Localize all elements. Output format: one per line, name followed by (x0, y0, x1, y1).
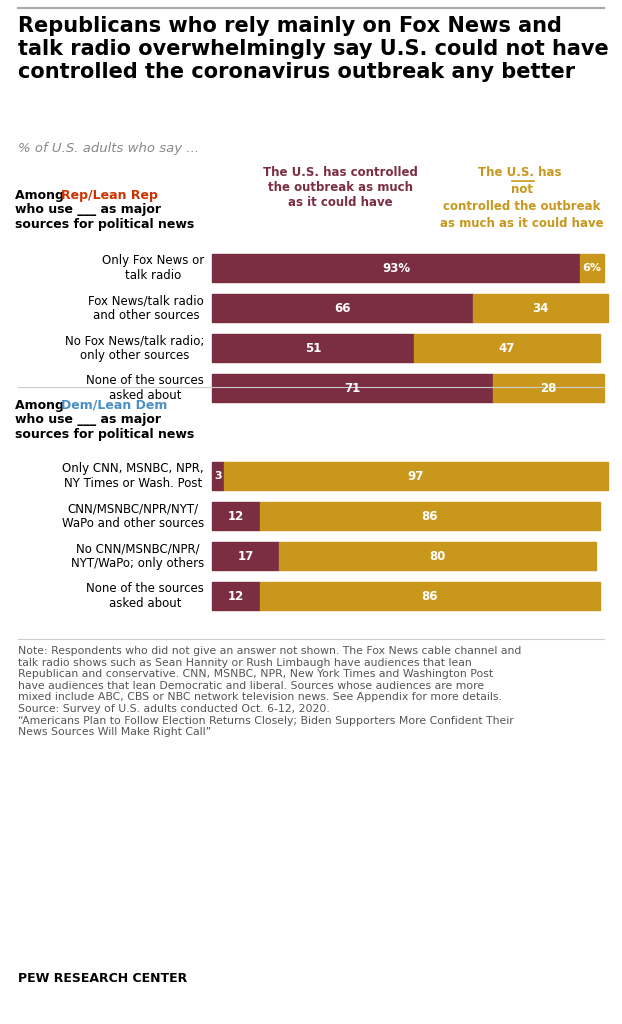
Bar (493, 374, 604, 402)
Text: Only CNN, MSNBC, NPR,
NY Times or Wash. Post: Only CNN, MSNBC, NPR, NY Times or Wash. … (62, 462, 204, 490)
Text: 3: 3 (214, 471, 222, 481)
Bar (580, 254, 604, 282)
Text: 12: 12 (228, 510, 244, 522)
Text: Among: Among (15, 399, 68, 412)
Text: Republicans who rely mainly on Fox News and
talk radio overwhelmingly say U.S. c: Republicans who rely mainly on Fox News … (18, 16, 609, 82)
Text: 93%: 93% (382, 261, 410, 274)
Text: 12: 12 (228, 590, 244, 602)
Bar (259, 502, 600, 530)
Text: 66: 66 (335, 301, 351, 314)
Text: 6%: 6% (583, 263, 601, 273)
Bar (259, 582, 600, 610)
Text: Fox News/talk radio
and other sources: Fox News/talk radio and other sources (88, 294, 204, 322)
Bar (212, 294, 473, 322)
Bar (212, 502, 259, 530)
Text: CNN/MSNBC/NPR/NYT/
WaPo and other sources: CNN/MSNBC/NPR/NYT/ WaPo and other source… (62, 502, 204, 530)
Text: 51: 51 (305, 341, 321, 354)
Text: 80: 80 (430, 550, 446, 562)
Text: No CNN/MSNBC/NPR/
NYT/WaPo; only others: No CNN/MSNBC/NPR/ NYT/WaPo; only others (71, 542, 204, 570)
Text: Only Fox News or
talk radio: Only Fox News or talk radio (102, 254, 204, 282)
Bar (212, 542, 279, 570)
Bar (212, 582, 259, 610)
Text: 86: 86 (422, 510, 438, 522)
Text: None of the sources
asked about: None of the sources asked about (86, 374, 204, 402)
Bar (473, 294, 608, 322)
Text: who use ___ as major
sources for political news: who use ___ as major sources for politic… (15, 203, 194, 231)
Bar (212, 254, 580, 282)
Text: 17: 17 (238, 550, 254, 562)
Bar (414, 334, 600, 362)
Text: Rep/Lean Rep: Rep/Lean Rep (61, 189, 158, 202)
Text: Dem/Lean Dem: Dem/Lean Dem (61, 399, 167, 412)
Bar (212, 374, 493, 402)
Text: 28: 28 (541, 382, 557, 394)
Bar (224, 462, 608, 490)
Text: 71: 71 (345, 382, 361, 394)
Text: % of U.S. adults who say ...: % of U.S. adults who say ... (18, 142, 199, 155)
Text: The U.S. has 
not
controlled the outbreak
as much as it could have: The U.S. has not controlled the outbreak… (440, 166, 604, 230)
Text: No Fox News/talk radio;
only other sources: No Fox News/talk radio; only other sourc… (65, 334, 204, 362)
Text: Note: Respondents who did not give an answer not shown. The Fox News cable chann: Note: Respondents who did not give an an… (18, 646, 521, 737)
Text: None of the sources
asked about: None of the sources asked about (86, 582, 204, 610)
Text: 34: 34 (532, 301, 549, 314)
Text: The U.S. has controlled
the outbreak as much
as it could have: The U.S. has controlled the outbreak as … (262, 166, 417, 209)
Bar (279, 542, 596, 570)
Bar (212, 334, 414, 362)
Text: Among: Among (15, 189, 68, 202)
Text: 47: 47 (499, 341, 515, 354)
Text: PEW RESEARCH CENTER: PEW RESEARCH CENTER (18, 972, 187, 985)
Bar (212, 462, 224, 490)
Text: who use ___ as major
sources for political news: who use ___ as major sources for politic… (15, 413, 194, 441)
Text: 86: 86 (422, 590, 438, 602)
Text: 97: 97 (408, 469, 424, 482)
